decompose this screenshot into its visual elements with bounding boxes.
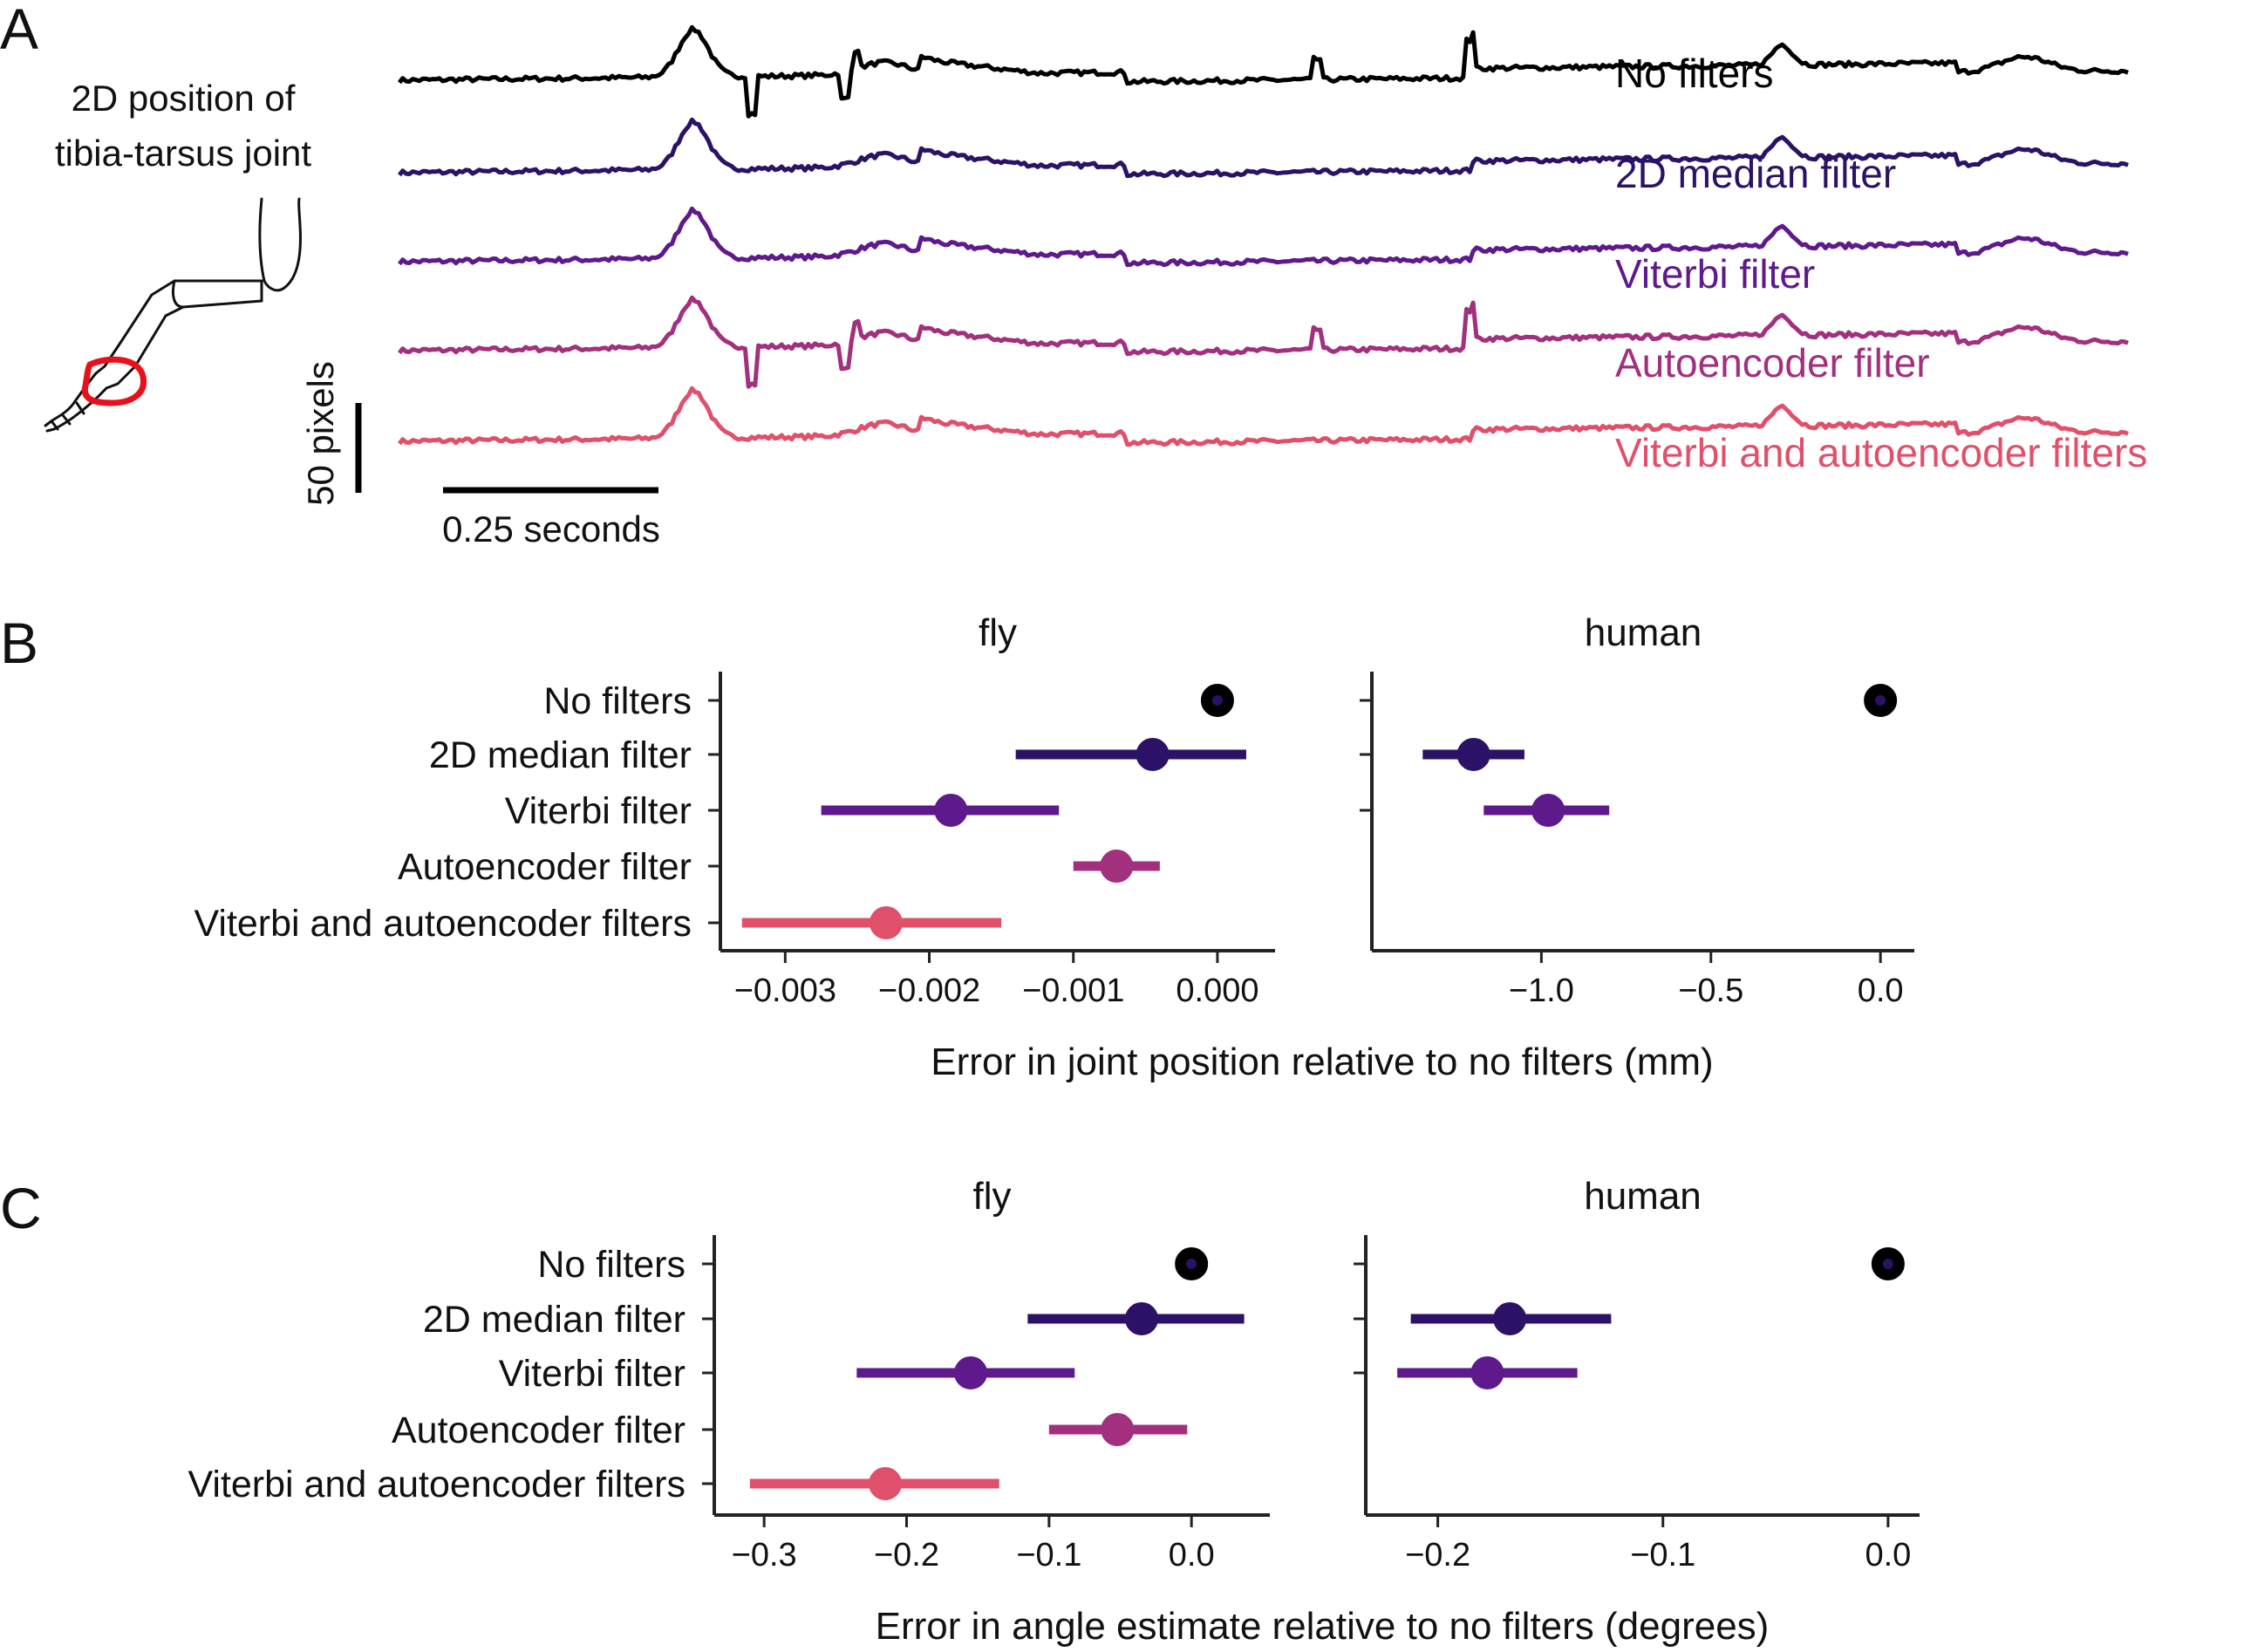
x-tick-label: 0.000 <box>1176 973 1258 1009</box>
scale-bar-x-label: 0.25 seconds <box>442 509 660 550</box>
data-point <box>869 906 903 939</box>
data-point-inner <box>1211 695 1223 706</box>
trace-label: No filters <box>1615 51 1773 96</box>
data-point <box>1456 738 1490 771</box>
data-point <box>1136 738 1170 771</box>
diagram-label-line-2: tibia-tarsus joint <box>55 133 311 174</box>
chart-group: fly −0.003 −0.002 −0.001 0.000 Error in joint… <box>188 611 1920 1648</box>
category-label: Viterbi and autoencoder filters <box>194 903 692 945</box>
x-tick-label: −0.001 <box>1022 973 1124 1009</box>
x-axis-label: Error in joint position relative to no f… <box>931 1041 1713 1083</box>
data-point <box>954 1356 987 1389</box>
x-tick-label: −0.1 <box>1016 1537 1081 1573</box>
x-tick-label: 0.0 <box>1169 1537 1215 1573</box>
category-label: Autoencoder filter <box>392 1410 685 1451</box>
joint-highlight-circle <box>81 356 147 406</box>
x-tick-label: −1.0 <box>1509 973 1574 1009</box>
data-point <box>1531 794 1565 827</box>
trace-label: 2D median filter <box>1615 151 1896 196</box>
category-label: No filters <box>543 680 692 722</box>
trace-line <box>398 24 2129 119</box>
scale-bar-y-label: 50 pixels <box>300 361 341 506</box>
chart-subtitle: fly <box>979 611 1017 654</box>
panel-letter-a: A <box>0 0 38 61</box>
x-tick-label: 0.0 <box>1865 1537 1911 1573</box>
x-tick-label: −0.2 <box>874 1537 939 1573</box>
x-tick-label: −0.003 <box>734 973 836 1009</box>
data-point <box>869 1467 902 1500</box>
chart-subtitle: human <box>1585 611 1702 654</box>
data-point <box>1493 1302 1527 1335</box>
chart-subtitle: human <box>1584 1175 1702 1218</box>
trace-line <box>398 295 2129 389</box>
data-point <box>1125 1302 1158 1335</box>
category-label: Viterbi and autoencoder filters <box>188 1464 685 1505</box>
category-label: Viterbi filter <box>499 1353 685 1395</box>
category-label: 2D median filter <box>429 734 692 776</box>
trace-label: Viterbi and autoencoder filters <box>1615 430 2147 475</box>
x-axis-label: Error in angle estimate relative to no f… <box>876 1605 1770 1648</box>
category-label: Autoencoder filter <box>398 846 692 888</box>
trace-line <box>398 117 2129 179</box>
panel-letter-c: C <box>0 1176 42 1240</box>
data-point <box>1470 1356 1504 1389</box>
x-tick-label: 0.0 <box>1858 973 1904 1009</box>
data-point <box>1101 1413 1135 1446</box>
category-label: Viterbi filter <box>505 790 692 832</box>
trace-line <box>398 386 2129 447</box>
data-point-inner <box>1186 1259 1197 1269</box>
chart-subtitle: fly <box>973 1175 1012 1218</box>
trace-label: Autoencoder filter <box>1615 340 1930 386</box>
trace-line <box>398 206 2129 268</box>
data-point <box>1100 850 1134 883</box>
trace-group: No filters 2D median filter Viterbi filter… <box>398 24 2147 475</box>
data-point-inner <box>1875 695 1886 706</box>
data-point-inner <box>1882 1259 1893 1269</box>
x-tick-label: −0.002 <box>878 973 980 1009</box>
x-tick-label: −0.1 <box>1630 1537 1695 1573</box>
panel-letter-b: B <box>0 611 38 675</box>
diagram-label-line-1: 2D position of <box>72 78 296 119</box>
category-label: 2D median filter <box>423 1299 685 1341</box>
x-tick-label: −0.5 <box>1678 973 1743 1009</box>
x-tick-label: −0.2 <box>1405 1537 1470 1573</box>
x-tick-label: −0.3 <box>732 1537 797 1573</box>
data-point <box>934 794 968 827</box>
trace-label: Viterbi filter <box>1615 251 1815 297</box>
category-label: No filters <box>537 1244 685 1286</box>
